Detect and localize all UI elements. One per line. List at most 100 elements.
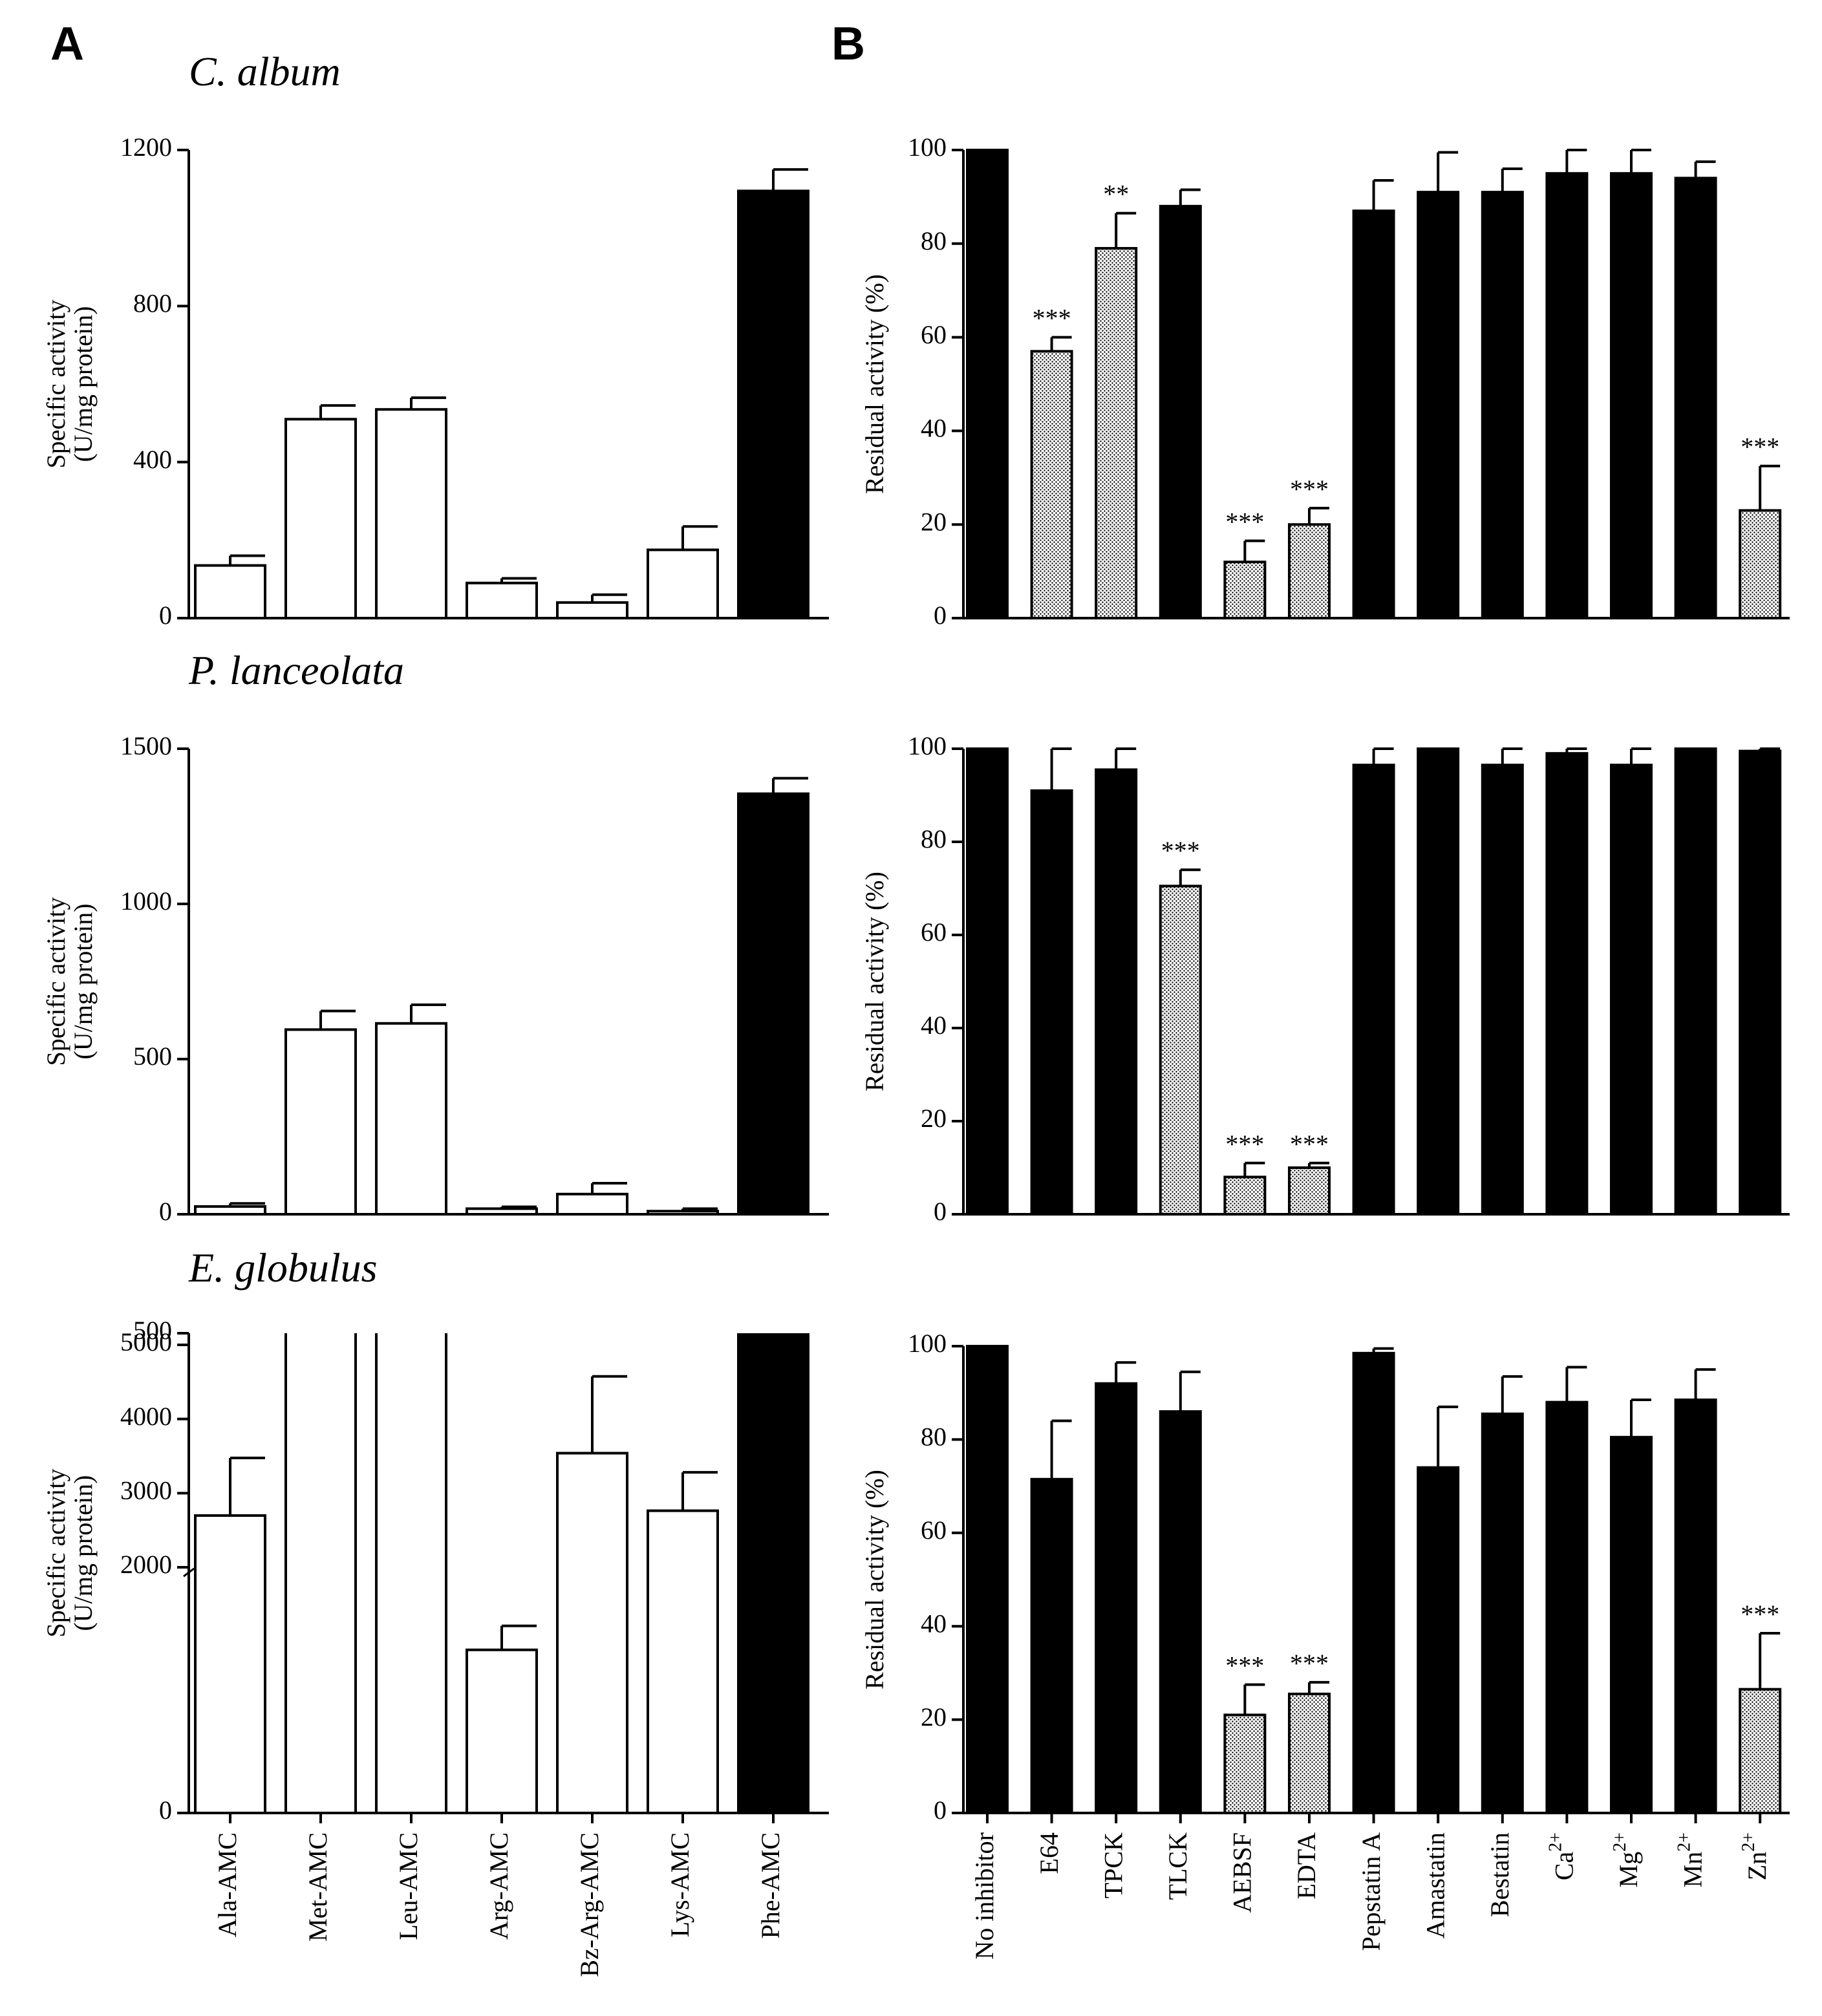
bar-e64: [1030, 789, 1073, 1216]
y-tick-label: 500: [133, 1316, 172, 1345]
bar-zn2: [1739, 749, 1782, 1216]
y-axis-label-line: Residual activity (%): [860, 1470, 889, 1689]
bar-bestatin: [1481, 191, 1524, 620]
y-tick-label: 3000: [120, 1476, 172, 1505]
bar-zn2: [1739, 1688, 1782, 1814]
bar-lys-amc: [647, 548, 719, 620]
bar-phe-amc: [737, 792, 809, 1216]
significance-aebsf: ***: [1225, 508, 1264, 537]
bar-tlck: [1159, 204, 1202, 619]
y-tick-label: 100: [908, 1329, 947, 1358]
x-tick-label-aebsf: AEBSF: [1228, 1832, 1257, 1913]
bar-tpck: [1095, 1382, 1138, 1814]
bar-edta: [1288, 1166, 1331, 1216]
significance-zn2: ***: [1741, 1600, 1779, 1629]
bar-pepstatin-a: [1352, 764, 1395, 1216]
bar-arg-amc: [466, 1207, 538, 1216]
x-tick-label-text: Ca: [1550, 1852, 1579, 1881]
bar-mg2: [1610, 764, 1653, 1216]
y-axis-label: Residual activity (%): [860, 1470, 889, 1689]
y-axis-label-line: Residual activity (%): [860, 274, 889, 494]
bar-pepstatin-a: [1352, 1351, 1395, 1815]
chart-p-lanceolata-inhibitor: 0 20 40 60 80 100 Residual activity (%) *** *** *…: [860, 731, 1790, 1226]
bar-lower-leu-amc: [375, 1333, 447, 1814]
y-axis-label-line: Residual activity (%): [860, 872, 889, 1091]
y-tick-label: 20: [921, 1702, 947, 1732]
bar-met-amc: [284, 418, 357, 619]
x-tick-label-bz-arg-amc: Bz-Arg-AMC: [575, 1832, 604, 1977]
significance-zn2: ***: [1741, 433, 1779, 462]
x-tick-label-met-amc: Met-AMC: [303, 1832, 332, 1942]
bar-aebsf: [1223, 1713, 1267, 1814]
chart-p-lanceolata-substrate: P. lanceolata 0 500 1000 1500 Specific activi…: [41, 647, 829, 1226]
bar-ca2: [1545, 1400, 1589, 1814]
bar-ala-amc: [194, 1205, 266, 1216]
y-tick-label: 80: [921, 226, 947, 255]
y-axis-label-line: (U/mg protein): [69, 1475, 98, 1631]
species-title: C. album: [189, 48, 341, 94]
y-axis-label: Residual activity (%): [860, 872, 889, 1091]
y-tick-label: 500: [133, 1042, 172, 1071]
species-title: E. globulus: [188, 1245, 378, 1291]
y-axis-label: Residual activity (%): [860, 274, 889, 494]
panel-a-letter: A: [50, 18, 84, 70]
bar-lys-amc: [647, 1210, 719, 1216]
bar-e64: [1030, 1477, 1073, 1814]
bar-ala-amc: [194, 564, 266, 619]
bar-mg2: [1610, 1435, 1653, 1815]
significance-aebsf: ***: [1225, 1651, 1264, 1680]
y-axis-label: Specific activity(U/mg protein): [41, 1468, 98, 1637]
y-tick-label: 40: [921, 414, 947, 443]
bar-e64: [1030, 350, 1073, 619]
y-axis-label: Specific activity(U/mg protein): [41, 897, 98, 1066]
bar-ca2: [1545, 172, 1589, 619]
bar-amastatin: [1417, 747, 1460, 1216]
x-tick-label-zn2: Zn2+: [1739, 1832, 1772, 1880]
x-tick-label-tpck: TPCK: [1099, 1832, 1128, 1898]
x-tick-label-text: Mn: [1678, 1852, 1708, 1888]
y-tick-label: 0: [934, 601, 947, 630]
bar-tpck: [1095, 247, 1138, 620]
axis-break-mark: [183, 1567, 195, 1578]
y-tick-label: 5000: [120, 1327, 172, 1357]
bar-lys-amc: [647, 1509, 719, 1815]
bar-aebsf: [1223, 1175, 1267, 1216]
bar-tlck: [1159, 1410, 1202, 1815]
y-tick-label: 100: [908, 133, 947, 162]
significance-tlck: ***: [1161, 836, 1200, 865]
bar-bz-arg-amc: [556, 1452, 628, 1814]
x-tick-label-pepstatin-a: Pepstatin A: [1356, 1832, 1386, 1951]
y-tick-label: 1500: [120, 731, 172, 760]
y-axis-label-line: (U/mg protein): [69, 306, 98, 462]
bar-leu-amc: [375, 1022, 447, 1216]
bar-bz-arg-amc: [556, 601, 628, 619]
y-axis-label: Specific activity(U/mg protein): [41, 299, 98, 468]
panel-b-letter: B: [831, 18, 865, 70]
chart-c-album-substrate: C. album 0 400 800 1200 Specific activity(U/m…: [41, 48, 829, 630]
bar-amastatin: [1417, 1466, 1460, 1814]
x-tick-label-arg-amc: Arg-AMC: [484, 1832, 513, 1940]
y-tick-label: 0: [159, 1796, 172, 1825]
y-tick-label: 4000: [120, 1402, 172, 1431]
bar-ca2: [1545, 752, 1589, 1216]
x-tick-label-e64: E64: [1034, 1832, 1064, 1874]
bar-bestatin: [1481, 764, 1524, 1216]
bar-no-inhibitor: [966, 747, 1009, 1216]
y-axis-label-line: Specific activity: [41, 299, 70, 468]
bar-upper-fill-phe-amc: [738, 1566, 808, 1567]
bar-mn2: [1674, 1399, 1717, 1814]
bar-edta: [1288, 523, 1331, 620]
x-tick-label-leu-amc: Leu-AMC: [394, 1832, 423, 1940]
x-tick-label-text: Zn: [1742, 1852, 1772, 1880]
significance-edta: ***: [1290, 1649, 1329, 1678]
y-axis-label-line: Specific activity: [41, 897, 70, 1066]
y-axis-label-line: (U/mg protein): [69, 903, 98, 1059]
bar-leu-amc: [375, 408, 447, 619]
bar-pepstatin-a: [1352, 209, 1395, 619]
bar-tpck: [1095, 768, 1138, 1216]
bar-mn2: [1674, 177, 1717, 619]
bar-bz-arg-amc: [556, 1192, 628, 1216]
x-tick-label-mg2: Mg2+: [1610, 1832, 1643, 1887]
x-tick-label-ala-amc: Ala-AMC: [213, 1832, 242, 1937]
